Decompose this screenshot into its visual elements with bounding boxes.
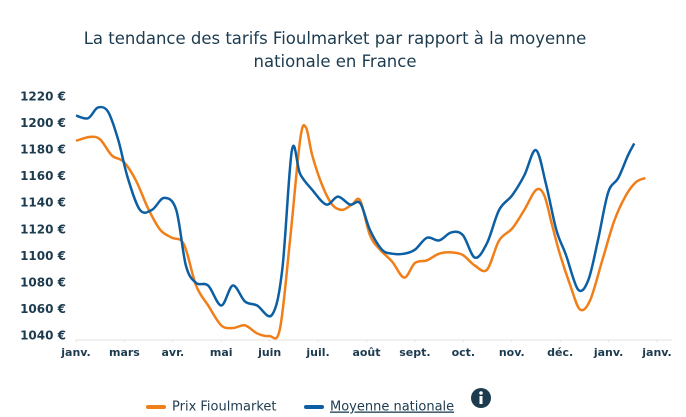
- y-tick-label: 1200 €: [20, 116, 66, 130]
- y-tick-label: 1120 €: [20, 222, 66, 236]
- x-tick-label: mai: [210, 346, 233, 359]
- y-tick-label: 1180 €: [20, 143, 66, 157]
- x-tick-label: janv.: [641, 346, 671, 359]
- legend-label: Prix Fioulmarket: [172, 400, 276, 415]
- y-tick-label: 1040 €: [20, 329, 66, 343]
- x-tick-label: juil.: [305, 346, 329, 359]
- x-tick-label: sept.: [399, 346, 430, 359]
- y-tick-label: 1100 €: [20, 249, 66, 263]
- info-icon[interactable]: [471, 388, 491, 408]
- y-tick-label: 1220 €: [20, 90, 66, 104]
- x-tick-label: août: [352, 346, 380, 359]
- x-tick-label: nov.: [499, 346, 525, 359]
- series-line: [75, 105, 636, 318]
- legend-label[interactable]: Moyenne nationale: [330, 400, 454, 415]
- y-tick-label: 1140 €: [20, 196, 66, 210]
- x-tick-label: oct.: [452, 346, 476, 359]
- y-tick-label: 1080 €: [20, 275, 66, 289]
- x-tick-label: janv.: [593, 346, 623, 359]
- x-tick-label: janv.: [60, 346, 90, 359]
- x-tick-label: juin: [257, 346, 281, 359]
- x-tick-label: déc.: [547, 346, 573, 359]
- x-tick-label: avr.: [162, 346, 185, 359]
- chart-title: La tendance des tarifs Fioulmarket par r…: [83, 29, 587, 71]
- x-tick-label: mars: [109, 346, 140, 359]
- y-tick-label: 1060 €: [20, 302, 66, 316]
- series-line: [75, 123, 646, 340]
- y-tick-label: 1160 €: [20, 169, 66, 183]
